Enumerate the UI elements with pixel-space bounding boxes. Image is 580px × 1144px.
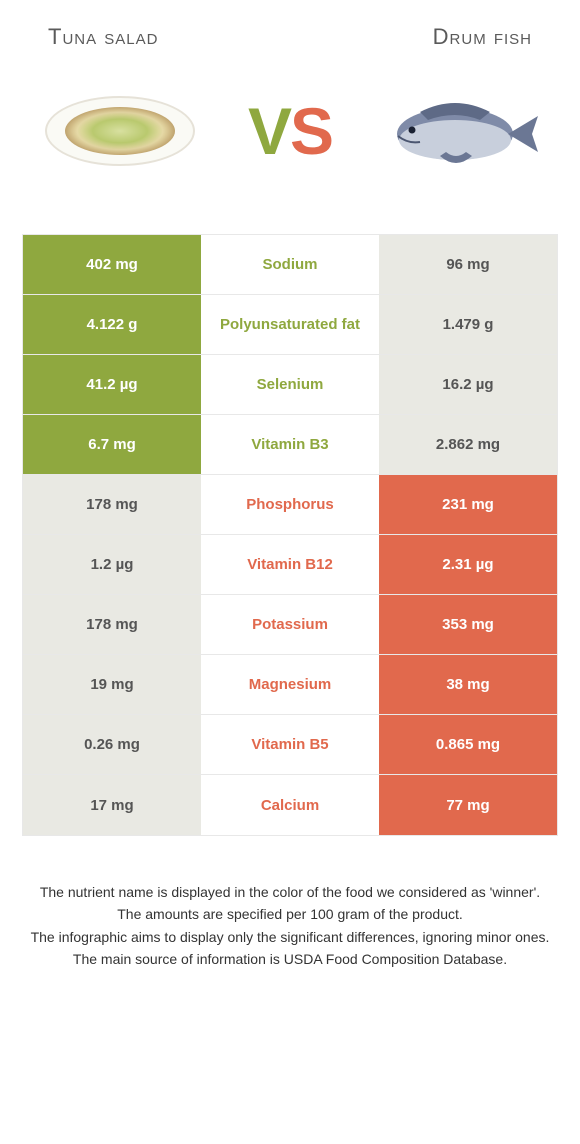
- header: Tuna salad Drum fish: [14, 20, 566, 70]
- nutrient-name: Vitamin B3: [201, 415, 379, 474]
- left-value: 178 mg: [23, 475, 201, 534]
- left-value: 0.26 mg: [23, 715, 201, 774]
- footnote-line: The infographic aims to display only the…: [30, 927, 550, 947]
- left-value: 402 mg: [23, 235, 201, 294]
- right-value: 96 mg: [379, 235, 557, 294]
- vs-label: VS: [248, 93, 332, 169]
- comparison-table: 402 mgSodium96 mg4.122 gPolyunsaturated …: [22, 234, 558, 836]
- right-value: 2.862 mg: [379, 415, 557, 474]
- table-row: 17 mgCalcium77 mg: [23, 775, 557, 835]
- table-row: 41.2 µgSelenium16.2 µg: [23, 355, 557, 415]
- right-value: 0.865 mg: [379, 715, 557, 774]
- table-row: 1.2 µgVitamin B122.31 µg: [23, 535, 557, 595]
- footnote-line: The main source of information is USDA F…: [30, 949, 550, 969]
- table-row: 6.7 mgVitamin B32.862 mg: [23, 415, 557, 475]
- nutrient-name: Sodium: [201, 235, 379, 294]
- right-value: 16.2 µg: [379, 355, 557, 414]
- table-row: 402 mgSodium96 mg: [23, 235, 557, 295]
- right-value: 38 mg: [379, 655, 557, 714]
- nutrient-name: Calcium: [201, 775, 379, 835]
- left-food-title: Tuna salad: [48, 24, 158, 50]
- nutrient-name: Potassium: [201, 595, 379, 654]
- vs-v: V: [248, 94, 290, 168]
- nutrient-name: Phosphorus: [201, 475, 379, 534]
- right-value: 353 mg: [379, 595, 557, 654]
- left-value: 4.122 g: [23, 295, 201, 354]
- left-value: 6.7 mg: [23, 415, 201, 474]
- left-value: 1.2 µg: [23, 535, 201, 594]
- left-value: 19 mg: [23, 655, 201, 714]
- table-row: 0.26 mgVitamin B50.865 mg: [23, 715, 557, 775]
- left-value: 178 mg: [23, 595, 201, 654]
- nutrient-name: Polyunsaturated fat: [201, 295, 379, 354]
- tuna-salad-image: [40, 76, 200, 186]
- footnote-line: The nutrient name is displayed in the co…: [30, 882, 550, 902]
- table-row: 4.122 gPolyunsaturated fat1.479 g: [23, 295, 557, 355]
- nutrient-name: Selenium: [201, 355, 379, 414]
- right-value: 231 mg: [379, 475, 557, 534]
- right-food-title: Drum fish: [433, 24, 532, 50]
- table-row: 178 mgPhosphorus231 mg: [23, 475, 557, 535]
- footnote-line: The amounts are specified per 100 gram o…: [30, 904, 550, 924]
- table-row: 19 mgMagnesium38 mg: [23, 655, 557, 715]
- right-value: 77 mg: [379, 775, 557, 835]
- nutrient-name: Vitamin B12: [201, 535, 379, 594]
- nutrient-name: Magnesium: [201, 655, 379, 714]
- right-value: 2.31 µg: [379, 535, 557, 594]
- vs-s: S: [290, 94, 332, 168]
- footnotes: The nutrient name is displayed in the co…: [14, 836, 566, 969]
- images-row: VS: [14, 70, 566, 234]
- drum-fish-image: [380, 76, 540, 186]
- nutrient-name: Vitamin B5: [201, 715, 379, 774]
- left-value: 41.2 µg: [23, 355, 201, 414]
- table-row: 178 mgPotassium353 mg: [23, 595, 557, 655]
- right-value: 1.479 g: [379, 295, 557, 354]
- left-value: 17 mg: [23, 775, 201, 835]
